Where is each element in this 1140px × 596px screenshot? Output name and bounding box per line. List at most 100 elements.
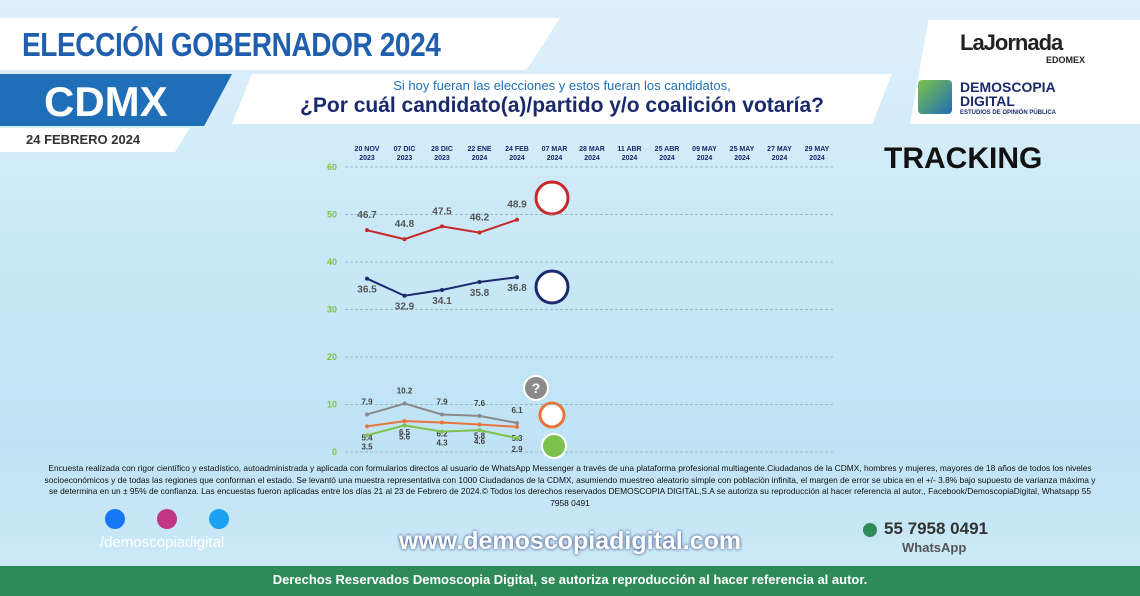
data-point [365, 228, 369, 233]
data-point [365, 433, 369, 438]
candidate-avatar [538, 401, 566, 429]
data-point [440, 412, 444, 417]
question-intro: Si hoy fueran las elecciones y estos fue… [393, 78, 731, 93]
data-label: 4.3 [436, 439, 448, 448]
data-label: 5.6 [399, 432, 411, 441]
data-point [365, 412, 369, 417]
question: ¿Por cuál candidato(a)/partido y/o coali… [300, 94, 824, 117]
data-label: 47.5 [432, 206, 452, 217]
data-label: 3.5 [361, 442, 373, 451]
data-point [365, 424, 369, 429]
data-point [440, 420, 444, 425]
data-label: 7.6 [474, 399, 486, 408]
y-tick-label: 10 [327, 400, 337, 410]
y-tick-label: 20 [327, 352, 337, 362]
candidate-avatar [534, 269, 570, 305]
footer-bar [0, 566, 1140, 596]
rights: Derechos Reservados Demoscopia Digital, … [272, 572, 868, 587]
data-point [440, 288, 444, 293]
data-label: 46.7 [357, 210, 377, 221]
pollster-sub: ESTUDIOS DE OPINIÓN PÚBLICA [960, 110, 1057, 116]
pollster-logo [918, 80, 952, 114]
data-label: 32.9 [395, 302, 415, 313]
phone-label: WhatsApp [902, 540, 967, 555]
title-band [0, 18, 560, 70]
candidate-avatar [534, 180, 570, 216]
x-tick-label: 28 DIC 2023 [431, 146, 453, 162]
x-tick-label: 22 ENE 2024 [467, 146, 492, 162]
data-label: 6.2 [436, 430, 448, 439]
data-point [477, 413, 482, 418]
data-label: 4.6 [474, 437, 486, 446]
data-label: 5.8 [474, 431, 486, 440]
data-label: 34.1 [432, 296, 452, 307]
data-label: 7.9 [436, 397, 448, 406]
x-tick-label: 07 DIC 2023 [393, 146, 416, 162]
social-handle: /demoscopiadigital [100, 534, 225, 551]
chart-title: TRACKING [884, 142, 1043, 175]
x-tick-label: 20 NOV 2023 [354, 146, 380, 162]
data-point [365, 276, 369, 281]
data-point [402, 293, 407, 298]
x-tick-label: 25 MAY 2024 [729, 146, 755, 162]
question-band [232, 74, 892, 124]
y-tick-label: 0 [332, 447, 337, 457]
title: ELECCIÓN GOBERNADOR 2024 [22, 26, 441, 63]
data-label: 35.8 [470, 288, 490, 299]
data-point [477, 230, 482, 235]
candidate-avatar [541, 433, 567, 459]
date-band [0, 128, 190, 152]
brand-sub: EDOMEX [1046, 55, 1086, 65]
region: CDMX [44, 78, 168, 125]
data-point [402, 237, 407, 242]
data-point [515, 275, 519, 280]
y-tick-label: 30 [327, 305, 337, 315]
data-point [515, 436, 519, 441]
data-point [477, 279, 482, 284]
data-label: 7.9 [361, 397, 373, 406]
data-point [402, 423, 407, 428]
series-line [366, 276, 518, 297]
x-tick-label: 09 MAY 2024 [692, 146, 717, 162]
x-tick-label: 27 MAY 2024 [767, 146, 792, 162]
date: 24 FEBRERO 2024 [26, 132, 141, 147]
brand: LaJornada [960, 30, 1063, 55]
x-tick-label: 07 MAR 2024 [541, 146, 568, 162]
methodology-note: Encuesta realizada con rigor científico … [44, 463, 1096, 508]
data-point [402, 419, 407, 424]
series-line [366, 218, 518, 241]
data-label: 2.9 [511, 445, 523, 454]
data-label: 48.9 [507, 200, 527, 211]
data-label: 10.2 [397, 387, 413, 396]
x-tick-label: 24 FEB 2024 [505, 146, 529, 162]
data-point [477, 422, 482, 427]
candidate-avatar [523, 375, 549, 401]
x-tick-label: 29 MAY 2024 [804, 146, 830, 162]
y-tick-label: 40 [327, 257, 337, 267]
x-tick-label: 11 ABR 2024 [617, 146, 642, 162]
y-tick-label: 50 [327, 210, 337, 220]
data-label: 6.1 [511, 406, 523, 415]
website: www.demoscopiadigital.com [398, 527, 742, 555]
x-tick-label: 25 ABR 2024 [654, 146, 680, 162]
social-icons [105, 509, 229, 529]
whatsapp-icon [863, 523, 877, 537]
data-label: 36.8 [507, 283, 527, 294]
data-label: 46.2 [470, 213, 490, 224]
data-label: 44.8 [395, 219, 415, 230]
region-band [0, 74, 232, 126]
data-label: 36.5 [357, 285, 377, 296]
x-tick-label: 28 MAR 2024 [579, 146, 605, 162]
data-label: 5.4 [361, 433, 373, 442]
y-tick-label: 60 [327, 162, 337, 172]
pollster: DEMOSCOPIA DIGITAL [960, 79, 1056, 109]
data-point [402, 401, 407, 406]
data-label: 6.5 [399, 428, 411, 437]
data-point [515, 217, 519, 222]
unknown-marker: ? [532, 380, 541, 396]
data-point [477, 428, 482, 433]
data-point [440, 224, 444, 229]
data-point [515, 424, 519, 429]
